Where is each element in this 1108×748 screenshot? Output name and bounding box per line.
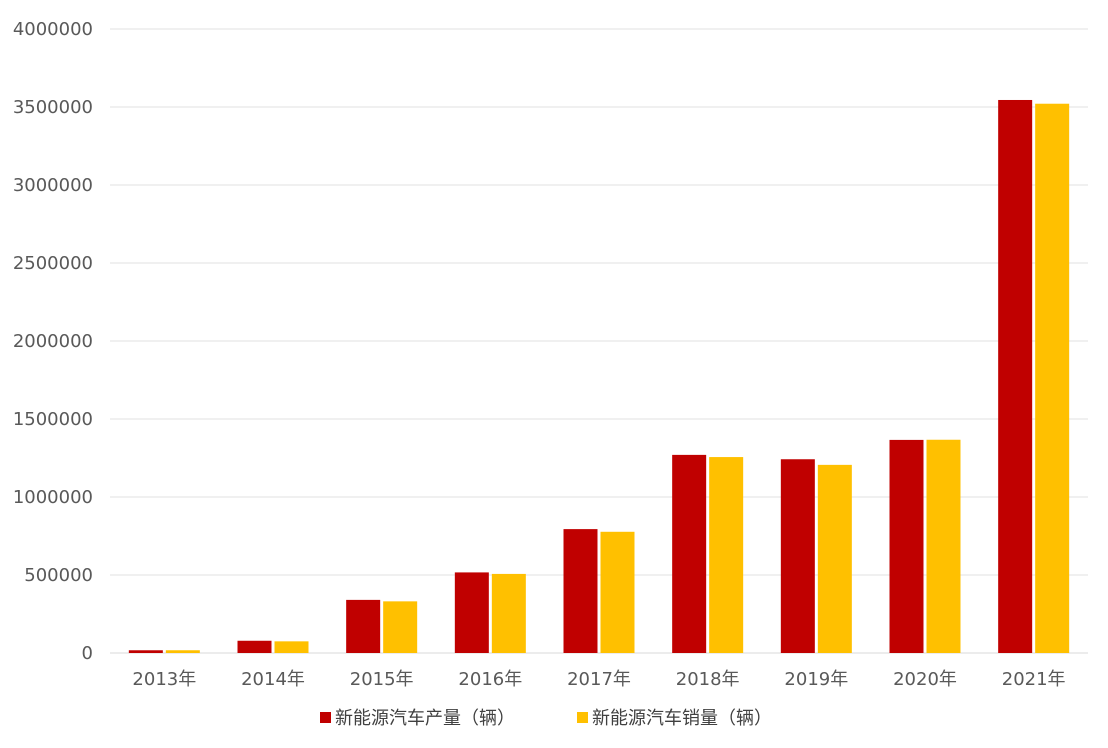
bar-sales: [383, 601, 418, 653]
x-tick-label: 2014年: [241, 669, 305, 690]
x-tick-label: 2013年: [132, 669, 196, 690]
legend-swatch: [320, 712, 331, 723]
y-tick-label: 3500000: [13, 97, 93, 118]
bar-production: [563, 529, 598, 653]
x-tick-label: 2021年: [1002, 669, 1066, 690]
y-tick-label: 500000: [24, 565, 93, 586]
bars: [128, 99, 1070, 654]
y-tick-label: 4000000: [13, 19, 93, 40]
x-tick-label: 2018年: [676, 669, 740, 690]
bar-production: [128, 650, 163, 653]
x-tick-label: 2017年: [567, 669, 631, 690]
bar-sales: [817, 464, 852, 653]
y-tick-label: 2500000: [13, 253, 93, 274]
x-tick-label: 2015年: [350, 669, 414, 690]
legend-label: 新能源汽车产量（辆）: [335, 708, 515, 729]
bar-production: [889, 439, 924, 653]
bar-production: [780, 459, 815, 653]
bar-sales: [709, 457, 744, 653]
x-axis-ticks: 2013年 2014年 2015年 2016年 2017年 2018年 2019年 2020年…: [132, 669, 1065, 690]
y-tick-label: 1000000: [13, 487, 93, 508]
bar-production: [454, 572, 489, 653]
x-tick-label: 2020年: [893, 669, 957, 690]
legend: 新能源汽车产量（辆） 新能源汽车销量（辆）: [320, 708, 772, 729]
legend-label: 新能源汽车销量（辆）: [592, 708, 772, 729]
bar-sales: [600, 531, 635, 653]
bar-production: [998, 99, 1033, 654]
legend-swatch: [577, 712, 588, 723]
bar-production: [346, 599, 381, 653]
y-tick-label: 1500000: [13, 409, 93, 430]
y-tick-label: 2000000: [13, 331, 93, 352]
x-tick-label: 2019年: [784, 669, 848, 690]
bar-sales: [274, 641, 309, 653]
y-tick-label: 3000000: [13, 175, 93, 196]
x-tick-label: 2016年: [458, 669, 522, 690]
bar-sales: [926, 439, 961, 653]
gridlines: [110, 28, 1088, 654]
bar-sales: [491, 573, 526, 653]
y-axis-ticks: 0 500000 1000000 1500000 2000000 2500000 30000…: [13, 19, 93, 664]
bar-sales: [165, 650, 200, 653]
bar-sales: [1035, 103, 1070, 653]
y-tick-label: 0: [82, 643, 93, 664]
bar-production: [237, 640, 272, 653]
bar-production: [672, 454, 707, 653]
